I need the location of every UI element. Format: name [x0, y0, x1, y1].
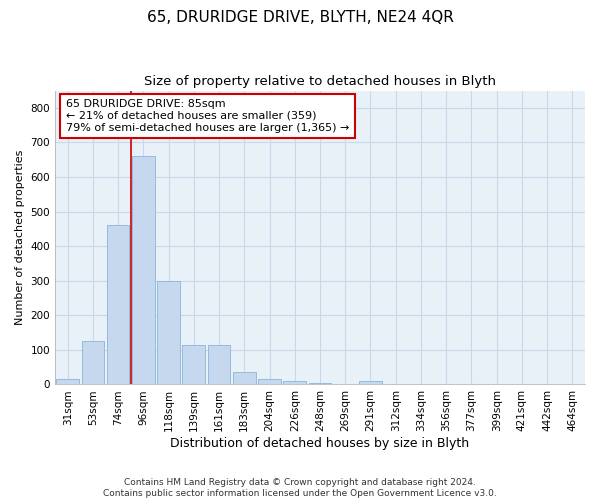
- Y-axis label: Number of detached properties: Number of detached properties: [15, 150, 25, 325]
- Text: 65 DRURIDGE DRIVE: 85sqm
← 21% of detached houses are smaller (359)
79% of semi-: 65 DRURIDGE DRIVE: 85sqm ← 21% of detach…: [65, 100, 349, 132]
- Bar: [107, 226, 130, 384]
- Bar: [359, 381, 382, 384]
- Bar: [258, 380, 281, 384]
- Bar: [233, 372, 256, 384]
- Bar: [157, 280, 180, 384]
- Text: 65, DRURIDGE DRIVE, BLYTH, NE24 4QR: 65, DRURIDGE DRIVE, BLYTH, NE24 4QR: [146, 10, 454, 25]
- Title: Size of property relative to detached houses in Blyth: Size of property relative to detached ho…: [144, 75, 496, 88]
- Text: Contains HM Land Registry data © Crown copyright and database right 2024.
Contai: Contains HM Land Registry data © Crown c…: [103, 478, 497, 498]
- Bar: [283, 381, 306, 384]
- Bar: [132, 156, 155, 384]
- Bar: [182, 344, 205, 385]
- X-axis label: Distribution of detached houses by size in Blyth: Distribution of detached houses by size …: [170, 437, 470, 450]
- Bar: [56, 380, 79, 384]
- Bar: [308, 382, 331, 384]
- Bar: [208, 344, 230, 385]
- Bar: [82, 341, 104, 384]
